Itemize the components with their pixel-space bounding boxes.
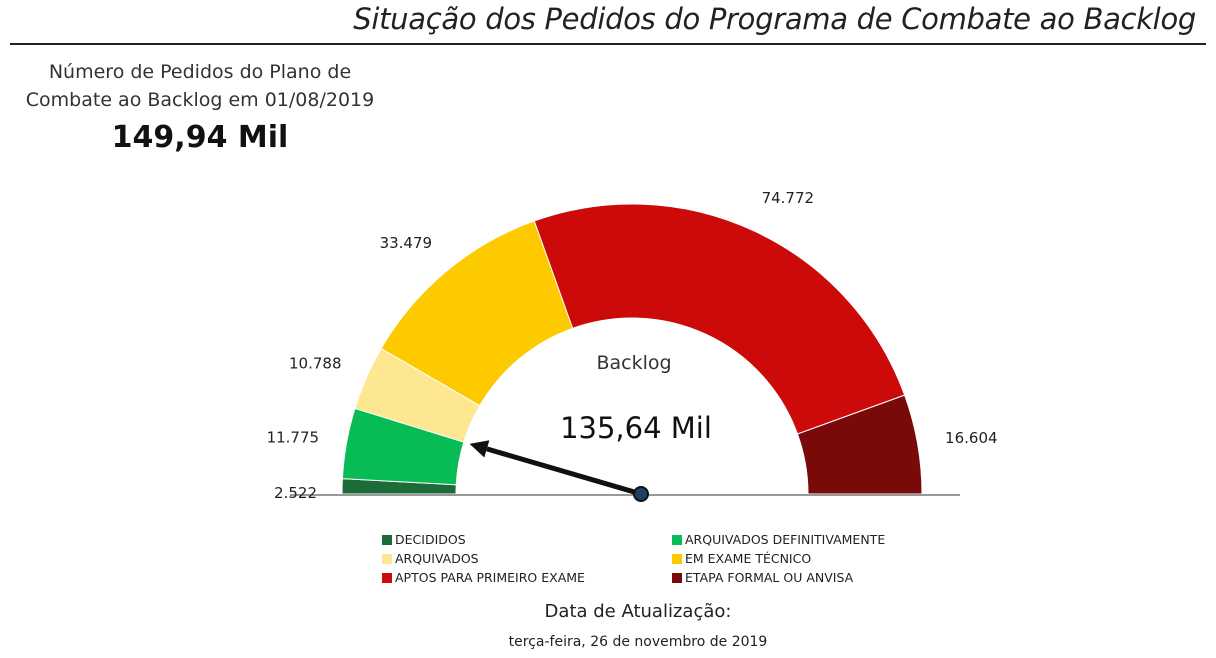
data-label-1: 2.522 (274, 484, 317, 502)
data-label-2: 11.775 (267, 429, 320, 447)
legend-label: ETAPA FORMAL OU ANVISA (685, 570, 853, 585)
legend-swatch (672, 554, 682, 564)
update-label: Data de Atualização: (30, 601, 1216, 622)
legend-item: EM EXAME TÉCNICO (672, 551, 922, 566)
update-date: terça-feira, 26 de novembro de 2019 (30, 634, 1216, 650)
data-label-6: 16.604 (945, 429, 998, 447)
needle-pivot (634, 487, 648, 501)
legend-label: EM EXAME TÉCNICO (685, 551, 811, 566)
legend-swatch (382, 573, 392, 583)
data-label-5: 74.772 (762, 189, 815, 207)
data-label-4: 33.479 (380, 234, 433, 252)
legend-item: DECIDIDOS (382, 532, 672, 547)
legend: DECIDIDOS ARQUIVADOS DEFINITIVAMENTE ARQUI… (382, 532, 922, 585)
needle-arrowhead (470, 440, 490, 457)
legend-label: DECIDIDOS (395, 532, 466, 547)
gauge-center-value: 135,64 Mil (560, 411, 712, 445)
legend-swatch (382, 535, 392, 545)
legend-item: APTOS PARA PRIMEIRO EXAME (382, 570, 672, 585)
needle-shaft (487, 449, 641, 494)
legend-swatch (672, 573, 682, 583)
data-label-3: 10.788 (289, 354, 342, 372)
gauge-title: Backlog (596, 352, 671, 374)
gauge-segment-5 (534, 204, 904, 434)
legend-item: ARQUIVADOS DEFINITIVAMENTE (672, 532, 922, 547)
legend-label: ARQUIVADOS (395, 551, 479, 566)
legend-label: APTOS PARA PRIMEIRO EXAME (395, 570, 585, 585)
legend-item: ARQUIVADOS (382, 551, 672, 566)
legend-swatch (382, 554, 392, 564)
legend-swatch (672, 535, 682, 545)
legend-label: ARQUIVADOS DEFINITIVAMENTE (685, 532, 885, 547)
legend-item: ETAPA FORMAL OU ANVISA (672, 570, 922, 585)
